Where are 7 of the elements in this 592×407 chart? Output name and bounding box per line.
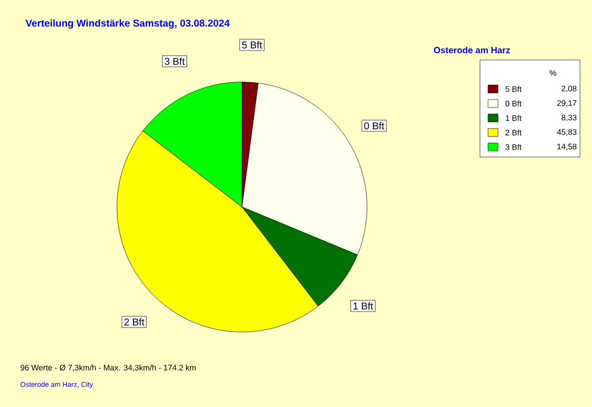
slice-label: 2 Bft (124, 318, 144, 326)
slice-label: 1 Bft (354, 302, 374, 310)
slice-label: 3 Bft (164, 58, 185, 65)
text: Osterode am Harz (434, 46, 510, 54)
slice-label: 5 Bft (242, 41, 262, 48)
chart-title: Verteilung Windstärke Samstag, 03.08.2024 (26, 19, 230, 29)
slice-label: 0 Bft (364, 122, 384, 130)
